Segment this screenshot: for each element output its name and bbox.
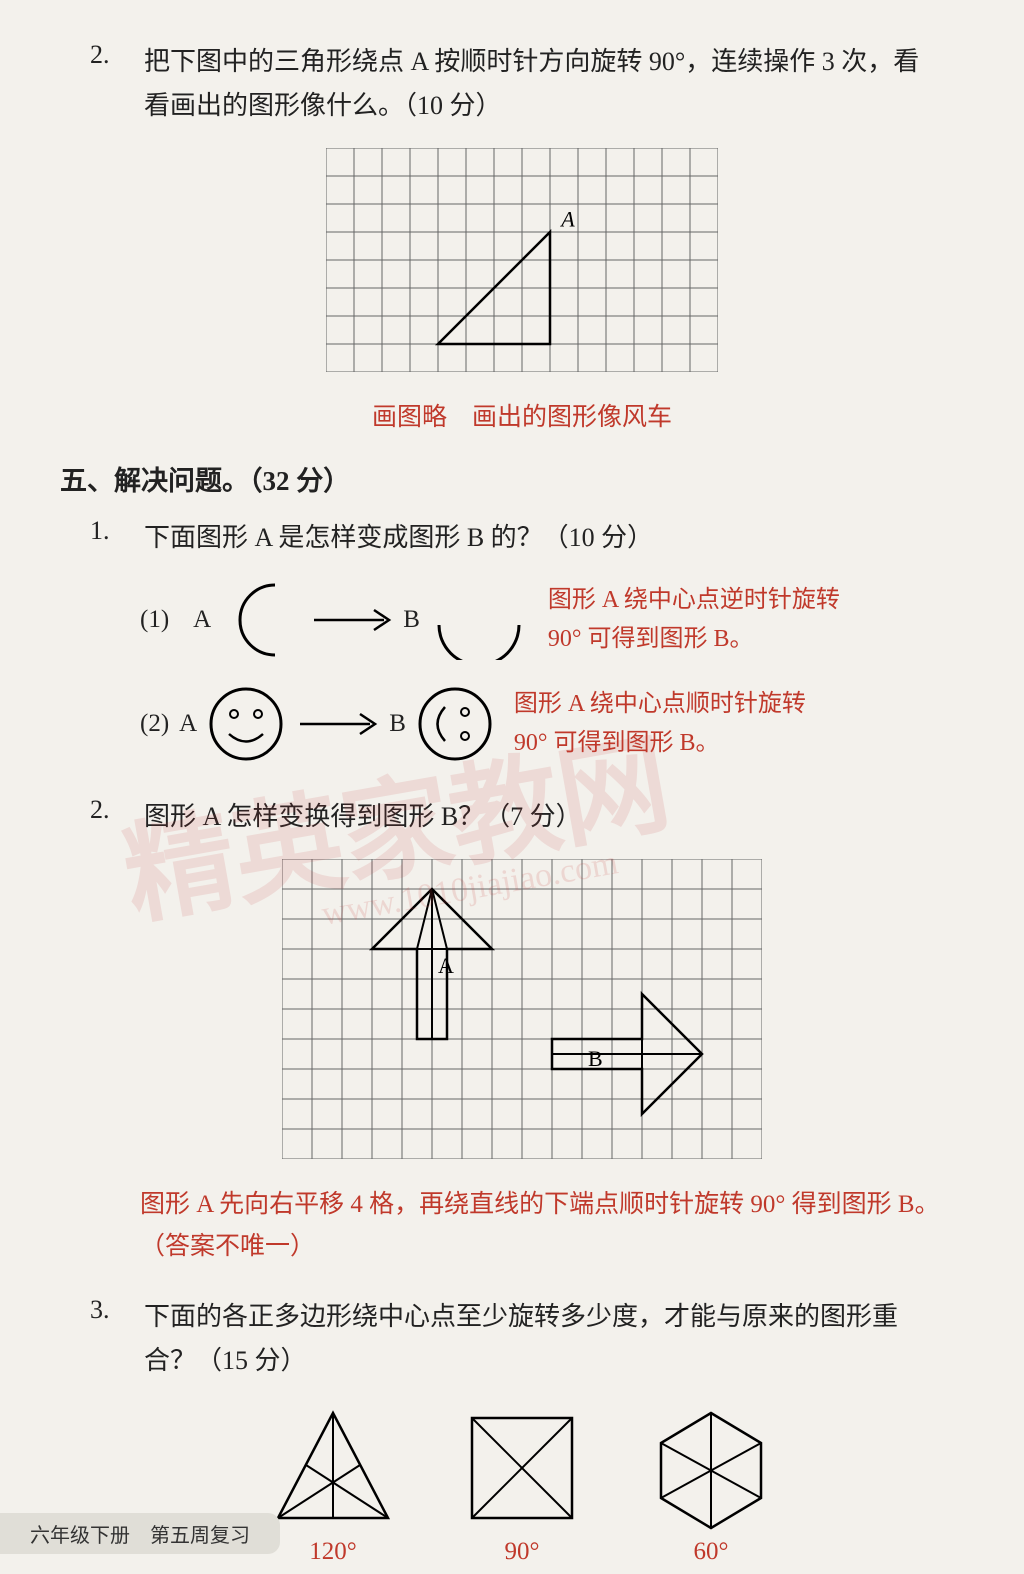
part1-A: A <box>193 606 211 634</box>
svg-text:B: B <box>588 1046 603 1071</box>
ans-square: 90° <box>505 1538 540 1565</box>
part2-A: A <box>179 710 197 738</box>
q5-2-answer: 图形 A 先向右平移 4 格，再绕直线的下端点顺时针旋转 90° 得到图形 B。… <box>140 1184 954 1269</box>
ans-hexagon: 60° <box>694 1538 729 1565</box>
crescent-a-icon <box>215 575 305 665</box>
part2-label: (2) <box>140 710 169 738</box>
q5-3-text: 下面的各正多边形绕中心点至少旋转多少度，才能与原来的图形重合？（15 分） <box>144 1295 934 1383</box>
q5-1-number: 1. <box>90 516 140 546</box>
q5-3-number: 3. <box>90 1295 140 1325</box>
q5-2-text: 图形 A 怎样变换得到图形 B？（7 分） <box>144 795 934 839</box>
q5-2-number: 2. <box>90 795 140 825</box>
q5-2-grid-svg: A B <box>282 859 762 1159</box>
ans-triangle: 120° <box>309 1538 357 1565</box>
q2-grid-svg: A <box>326 148 718 372</box>
hexagon-icon <box>641 1403 781 1533</box>
question-5-1: 1. 下面图形 A 是怎样变成图形 B 的？（10 分） (1) A B 图形 … <box>90 516 954 768</box>
smiley-b-icon <box>410 679 500 769</box>
part2-B: B <box>389 710 406 738</box>
part2-answer: 图形 A 绕中心点顺时针旋转 90° 可得到图形 B。 <box>514 685 824 762</box>
svg-text:A: A <box>438 953 454 978</box>
arrow-icon <box>295 704 385 744</box>
q2-number: 2. <box>90 40 140 70</box>
q5-1-part2: (2) A B 图形 A 绕中心点顺时针旋转 90° 可得到图形 B。 <box>140 679 954 769</box>
question-2: 2. 把下图中的三角形绕点 A 按顺时针方向旋转 90°，连续操作 3 次，看看… <box>90 40 954 433</box>
footer-tag: 六年级下册 第五周复习 <box>0 1513 280 1554</box>
q5-1-part1: (1) A B 图形 A 绕中心点逆时针旋转 90° 可得到图形 B。 <box>140 575 954 665</box>
q2-answer: 画图略 画出的图形像风车 <box>90 397 954 433</box>
crescent-b-icon <box>424 580 534 660</box>
q2-figure: A <box>90 148 954 377</box>
question-5-2: 2. 图形 A 怎样变换得到图形 B？（7 分） A B 图形 A 先向右平移 … <box>90 795 954 1269</box>
triangle-icon <box>263 1403 403 1533</box>
q5-1-text: 下面图形 A 是怎样变成图形 B 的？（10 分） <box>144 516 934 560</box>
arrow-icon <box>309 600 399 640</box>
part1-label: (1) <box>140 606 169 634</box>
svg-text:A: A <box>559 207 575 232</box>
part1-B: B <box>403 606 420 634</box>
q5-2-figure: A B <box>90 859 954 1164</box>
square-icon <box>457 1403 587 1533</box>
part1-answer: 图形 A 绕中心点逆时针旋转 90° 可得到图形 B。 <box>548 581 858 658</box>
section-5-head: 五、解决问题。（32 分） <box>60 459 954 498</box>
q2-text: 把下图中的三角形绕点 A 按顺时针方向旋转 90°，连续操作 3 次，看看画出的… <box>144 40 934 128</box>
smiley-a-icon <box>201 679 291 769</box>
